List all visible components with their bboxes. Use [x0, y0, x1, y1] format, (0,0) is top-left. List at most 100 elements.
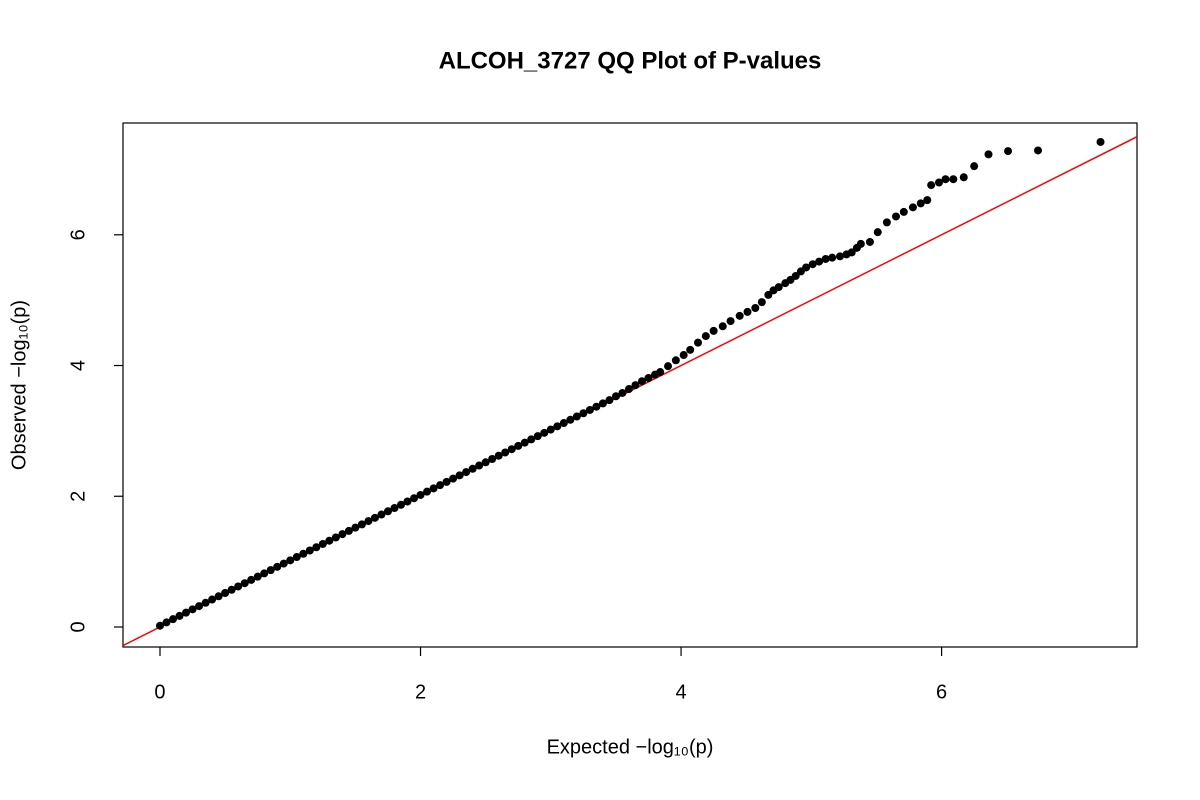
plot-area — [123, 136, 1137, 647]
point — [377, 510, 386, 519]
point — [286, 556, 295, 565]
point — [566, 415, 575, 424]
point — [949, 175, 958, 184]
point — [941, 175, 950, 184]
point — [331, 533, 340, 542]
point — [214, 592, 223, 601]
point — [403, 497, 412, 506]
point — [664, 362, 673, 371]
point — [774, 283, 783, 292]
point — [686, 345, 695, 354]
point — [162, 618, 171, 627]
point — [970, 162, 979, 171]
point — [847, 248, 856, 257]
point — [1004, 147, 1013, 156]
x-tick-label: 6 — [936, 681, 947, 703]
point — [873, 228, 882, 237]
y-axis-label: Observed −log₁₀(p) — [8, 300, 30, 470]
point — [821, 254, 830, 263]
point — [927, 181, 936, 190]
point — [266, 566, 275, 575]
point — [442, 477, 451, 486]
point — [631, 381, 640, 390]
point — [312, 543, 321, 552]
point — [751, 303, 760, 312]
point — [726, 317, 735, 326]
point — [579, 409, 588, 418]
point — [572, 412, 581, 421]
point — [396, 500, 405, 509]
point — [923, 196, 932, 205]
x-tick-label: 2 — [415, 681, 426, 703]
point — [605, 396, 614, 405]
point — [468, 464, 477, 473]
chart-title: ALCOH_3727 QQ Plot of P-values — [439, 47, 822, 74]
point — [390, 504, 399, 513]
point — [802, 263, 811, 272]
point — [1033, 146, 1042, 155]
point — [182, 608, 191, 617]
point — [624, 385, 633, 394]
point — [743, 307, 752, 316]
point — [169, 615, 178, 624]
plot-frame — [122, 122, 1138, 648]
point — [338, 530, 347, 539]
point — [299, 549, 308, 558]
point — [520, 438, 529, 447]
point — [455, 471, 464, 480]
point — [899, 207, 908, 216]
point — [656, 368, 665, 377]
y-tick-label: 0 — [67, 621, 89, 632]
point — [679, 351, 688, 360]
point — [481, 458, 490, 467]
point — [305, 546, 314, 555]
point — [908, 203, 917, 212]
point — [701, 332, 710, 341]
point — [644, 373, 653, 382]
point — [410, 494, 419, 503]
point — [247, 575, 256, 584]
point — [892, 212, 901, 221]
point — [201, 598, 210, 607]
point — [155, 621, 164, 630]
y-tick-label: 4 — [67, 360, 89, 371]
point — [540, 428, 549, 437]
point — [546, 425, 555, 434]
point — [175, 611, 184, 620]
point — [693, 338, 702, 347]
point — [416, 490, 425, 499]
point — [449, 474, 458, 483]
point — [592, 402, 601, 411]
point — [611, 392, 620, 401]
point — [370, 513, 379, 522]
point — [533, 432, 542, 441]
point — [598, 399, 607, 408]
point — [1096, 137, 1105, 146]
point — [764, 290, 773, 299]
point — [240, 579, 249, 588]
point — [735, 311, 744, 320]
point — [791, 271, 800, 280]
point — [462, 468, 471, 477]
x-tick-label: 4 — [676, 681, 687, 703]
point — [501, 448, 510, 457]
point — [325, 536, 334, 545]
point — [364, 517, 373, 526]
point — [475, 461, 484, 470]
point — [553, 422, 562, 431]
point — [494, 451, 503, 460]
point — [195, 602, 204, 611]
point — [234, 582, 243, 591]
point — [429, 484, 438, 493]
point — [585, 405, 594, 414]
point — [757, 298, 766, 307]
point — [828, 253, 837, 262]
point — [671, 356, 680, 365]
y-tick-label: 6 — [67, 229, 89, 240]
point — [815, 257, 824, 266]
point — [253, 572, 262, 581]
point — [351, 523, 360, 532]
y-tick-label: 2 — [67, 491, 89, 502]
point — [221, 589, 230, 598]
